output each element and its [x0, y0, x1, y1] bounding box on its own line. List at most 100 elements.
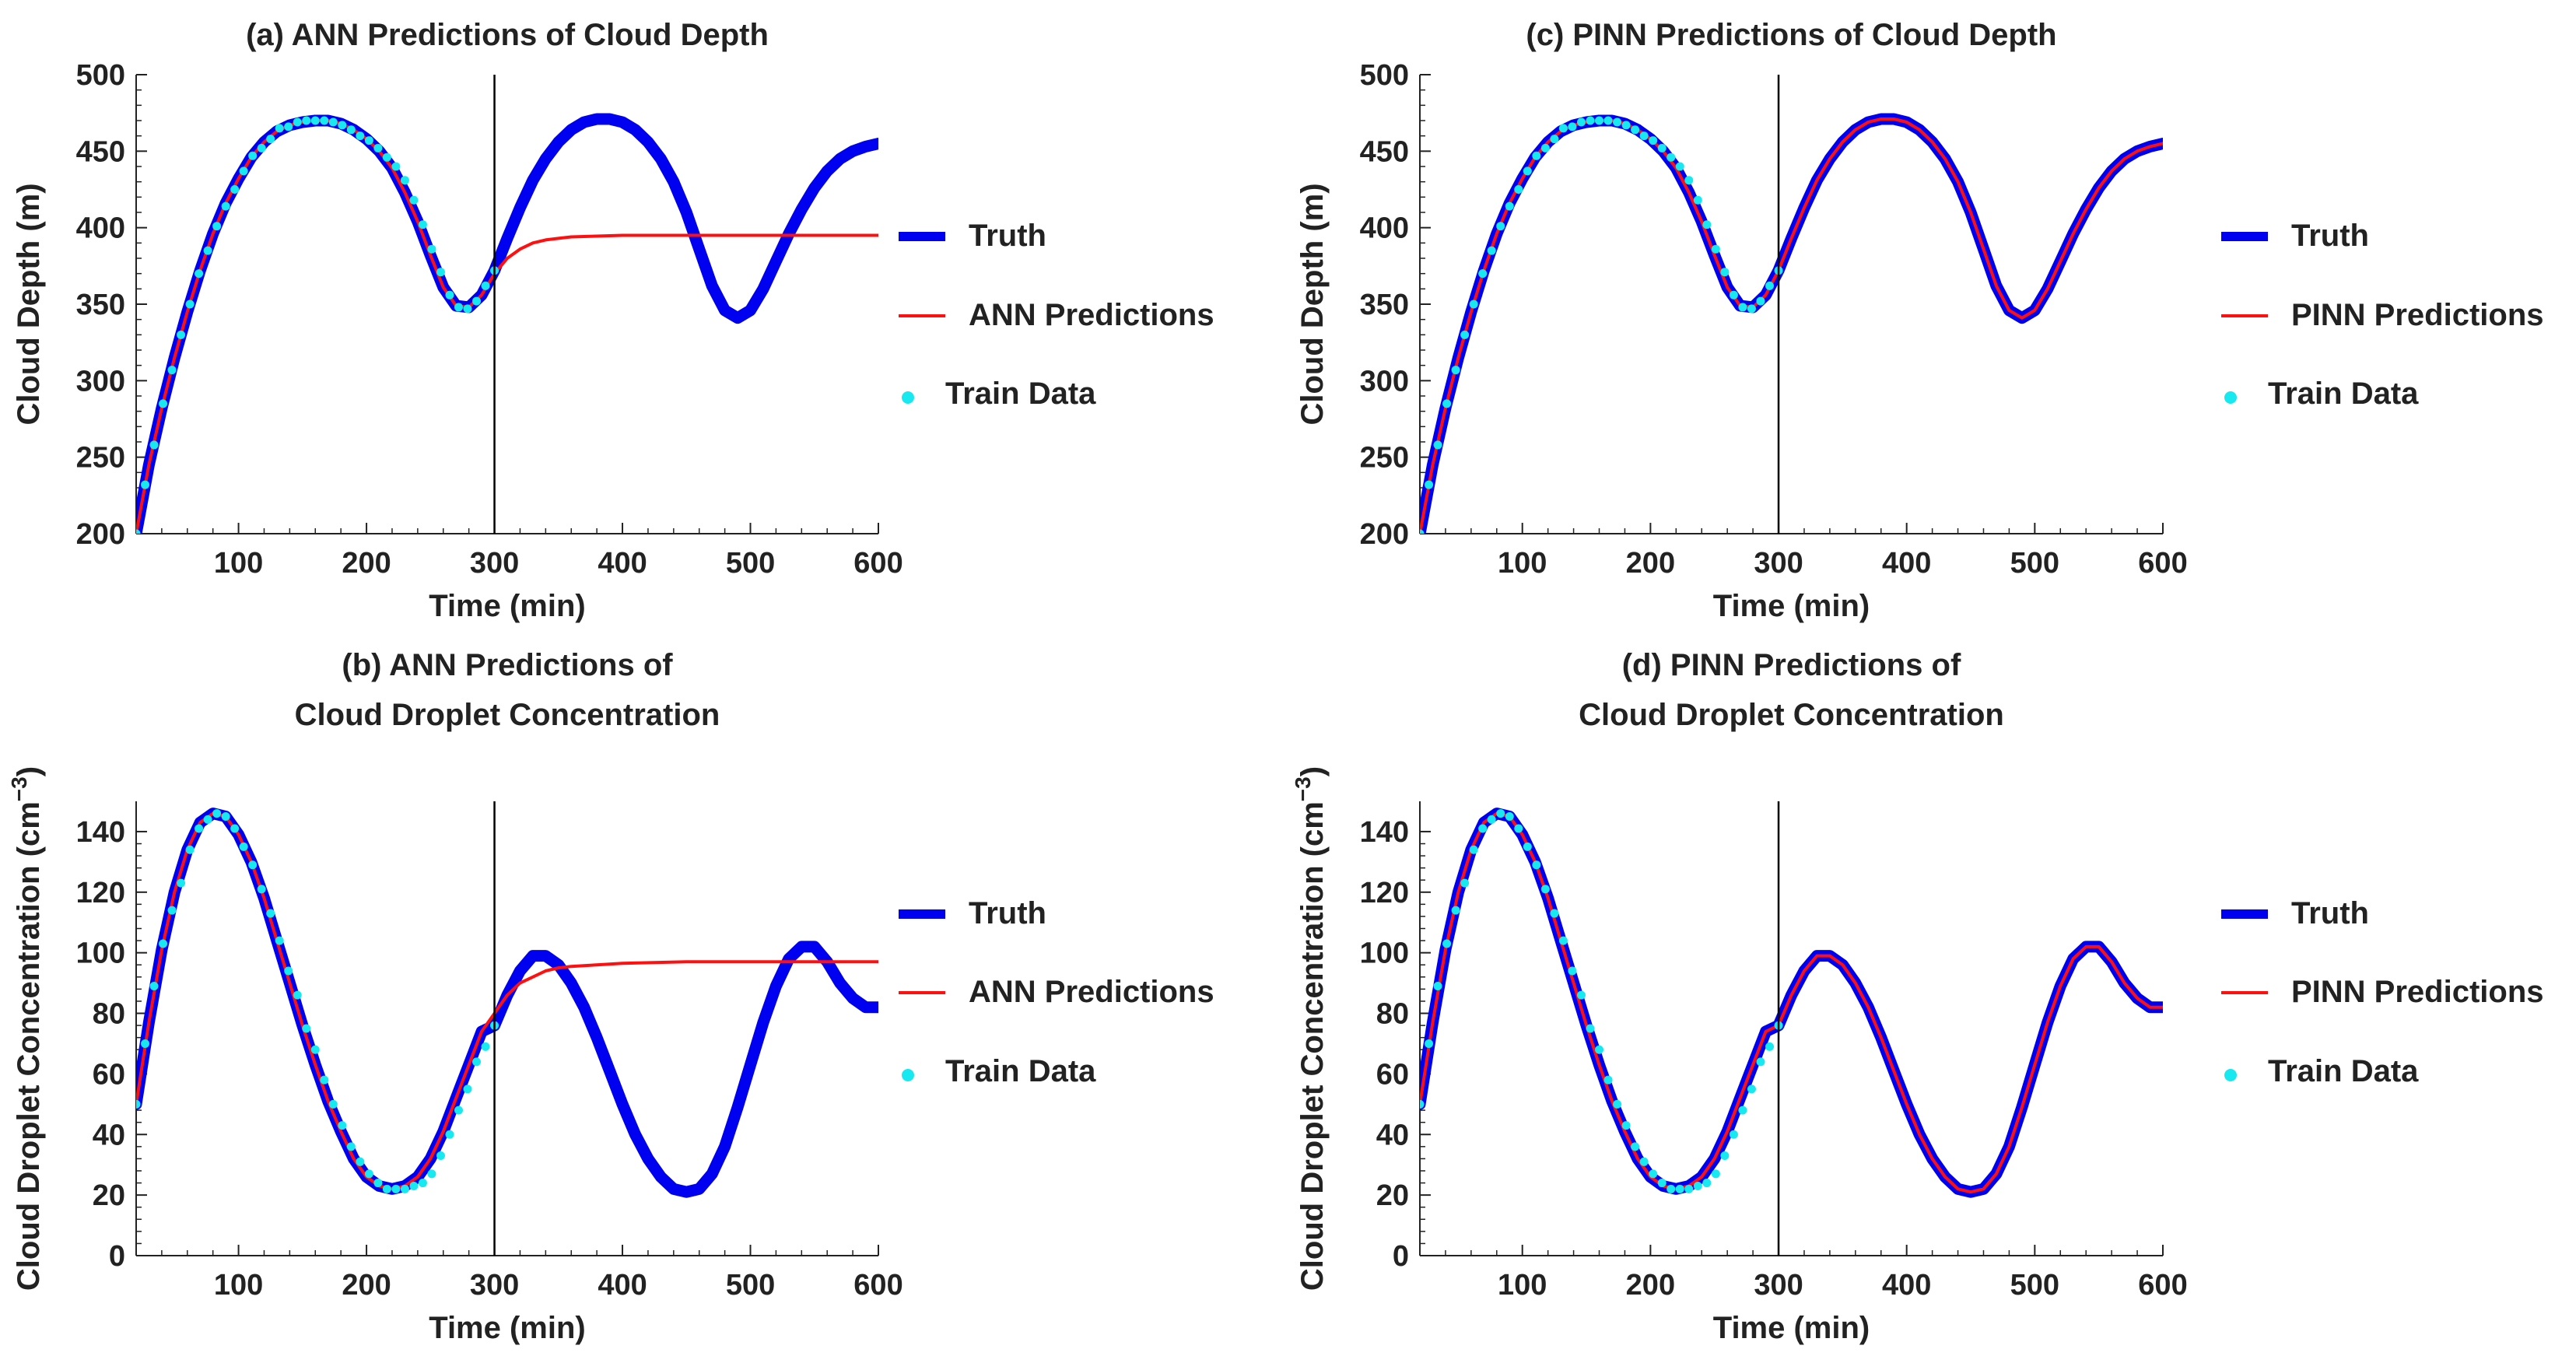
x-tick-label: 300 — [470, 547, 519, 580]
chart-title: (d) PINN Predictions of — [1622, 648, 1961, 682]
x-tick-label: 100 — [214, 1269, 263, 1302]
y-tick-label: 450 — [1360, 135, 1409, 168]
train-data-point — [1711, 244, 1720, 254]
y-tick-label: 80 — [93, 998, 125, 1031]
y-tick-label: 300 — [1360, 365, 1409, 398]
train-data-point — [1667, 152, 1676, 162]
train-data-point — [1425, 1039, 1434, 1048]
chart-panel-a: (a) ANN Predictions of Cloud Depth 200 250… — [12, 18, 1214, 623]
train-data-point — [266, 909, 275, 918]
train-data-point — [167, 906, 177, 915]
train-data-point — [1496, 222, 1505, 231]
y-tick-label: 350 — [1360, 289, 1409, 321]
x-tick-label: 300 — [470, 1269, 519, 1302]
train-data-point — [356, 131, 365, 141]
train-data-point — [1523, 842, 1532, 851]
train-data-point — [1433, 981, 1442, 990]
train-data-point — [1540, 885, 1550, 894]
train-data-point — [284, 966, 293, 976]
train-data-point — [1558, 124, 1568, 133]
train-data-point — [248, 860, 258, 870]
x-tick-label: 400 — [598, 1269, 647, 1302]
train-data-point — [1657, 143, 1667, 152]
legend-truth-label: Truth — [969, 896, 1046, 930]
train-data-point — [418, 220, 427, 230]
chart-title: Cloud Droplet Concentration — [1579, 698, 2004, 732]
legend-train-label: Train Data — [2268, 377, 2419, 411]
train-data-point — [1693, 195, 1702, 205]
train-data-point — [159, 939, 168, 948]
train-data-point — [177, 878, 186, 888]
train-data-point — [1532, 860, 1541, 870]
train-data-point — [221, 201, 230, 211]
x-tick-label: 500 — [2010, 547, 2059, 580]
x-tick-label: 300 — [1754, 547, 1803, 580]
x-tick-label: 100 — [1498, 547, 1547, 580]
x-axis-label: Time (min) — [1713, 589, 1870, 623]
train-data-point — [1469, 300, 1478, 309]
truth-line — [1420, 808, 2163, 1198]
legend-truth-label: Truth — [2291, 219, 2369, 253]
train-data-point — [1433, 440, 1442, 450]
train-data-point — [1603, 1075, 1613, 1084]
train-data-point — [445, 290, 454, 300]
train-data-point — [1505, 201, 1514, 211]
train-data-point — [1621, 1121, 1631, 1130]
train-data-point — [328, 1099, 338, 1109]
train-data-point — [195, 824, 204, 833]
legend-truth-label: Truth — [969, 219, 1046, 253]
train-data-point — [382, 1184, 391, 1193]
train-data-point — [310, 116, 320, 125]
train-data-point — [1657, 1179, 1667, 1188]
train-data-point — [1693, 1181, 1702, 1190]
train-data-point — [338, 1121, 347, 1130]
train-data-point — [195, 269, 204, 279]
train-data-point — [1649, 136, 1658, 145]
legend-prediction-label: ANN Predictions — [969, 298, 1214, 332]
train-data-point — [1613, 117, 1622, 127]
train-data-point — [346, 1142, 356, 1151]
y-tick-label: 40 — [1376, 1119, 1409, 1151]
train-data-point — [1568, 966, 1577, 976]
train-data-point — [177, 330, 186, 339]
legend-prediction-label: ANN Predictions — [969, 975, 1214, 1009]
train-data-point — [1576, 990, 1586, 1000]
train-data-point — [1514, 185, 1523, 194]
train-data-point — [1514, 824, 1523, 833]
train-data-point — [472, 1057, 482, 1067]
train-data-point — [1442, 399, 1452, 408]
train-data-point — [136, 1099, 141, 1109]
y-tick-label: 100 — [76, 937, 125, 970]
train-data-point — [1603, 116, 1613, 125]
train-data-point — [1550, 135, 1559, 144]
y-axis-label: Cloud Droplet Concentration (cm−3) — [1291, 766, 1330, 1291]
x-tick-label: 500 — [726, 547, 775, 580]
train-data-point — [1478, 269, 1488, 279]
train-data-point — [463, 304, 472, 314]
y-tick-label: 120 — [76, 877, 125, 909]
plot-area — [136, 808, 878, 1198]
y-tick-label: 60 — [93, 1058, 125, 1091]
train-data-point — [1540, 143, 1550, 152]
truth-line — [1420, 113, 2163, 534]
train-data-point — [167, 366, 177, 375]
train-data-point — [1765, 281, 1775, 290]
train-data-point — [1675, 162, 1684, 171]
train-data-point — [409, 195, 419, 205]
train-data-point — [1667, 1184, 1676, 1193]
train-data-point — [230, 185, 240, 194]
train-data-point — [1621, 121, 1631, 130]
train-data-point — [221, 811, 230, 821]
train-data-point — [1487, 815, 1496, 824]
y-tick-label: 140 — [1360, 816, 1409, 849]
train-data-point — [436, 1151, 445, 1161]
train-data-point — [230, 824, 240, 833]
train-data-point — [320, 116, 329, 125]
prediction-line — [136, 119, 878, 534]
x-tick-label: 200 — [1626, 1269, 1675, 1302]
train-data-point — [1613, 1099, 1622, 1109]
train-data-point — [1631, 1142, 1640, 1151]
train-data-point — [1523, 166, 1532, 176]
train-data-point — [275, 936, 284, 945]
